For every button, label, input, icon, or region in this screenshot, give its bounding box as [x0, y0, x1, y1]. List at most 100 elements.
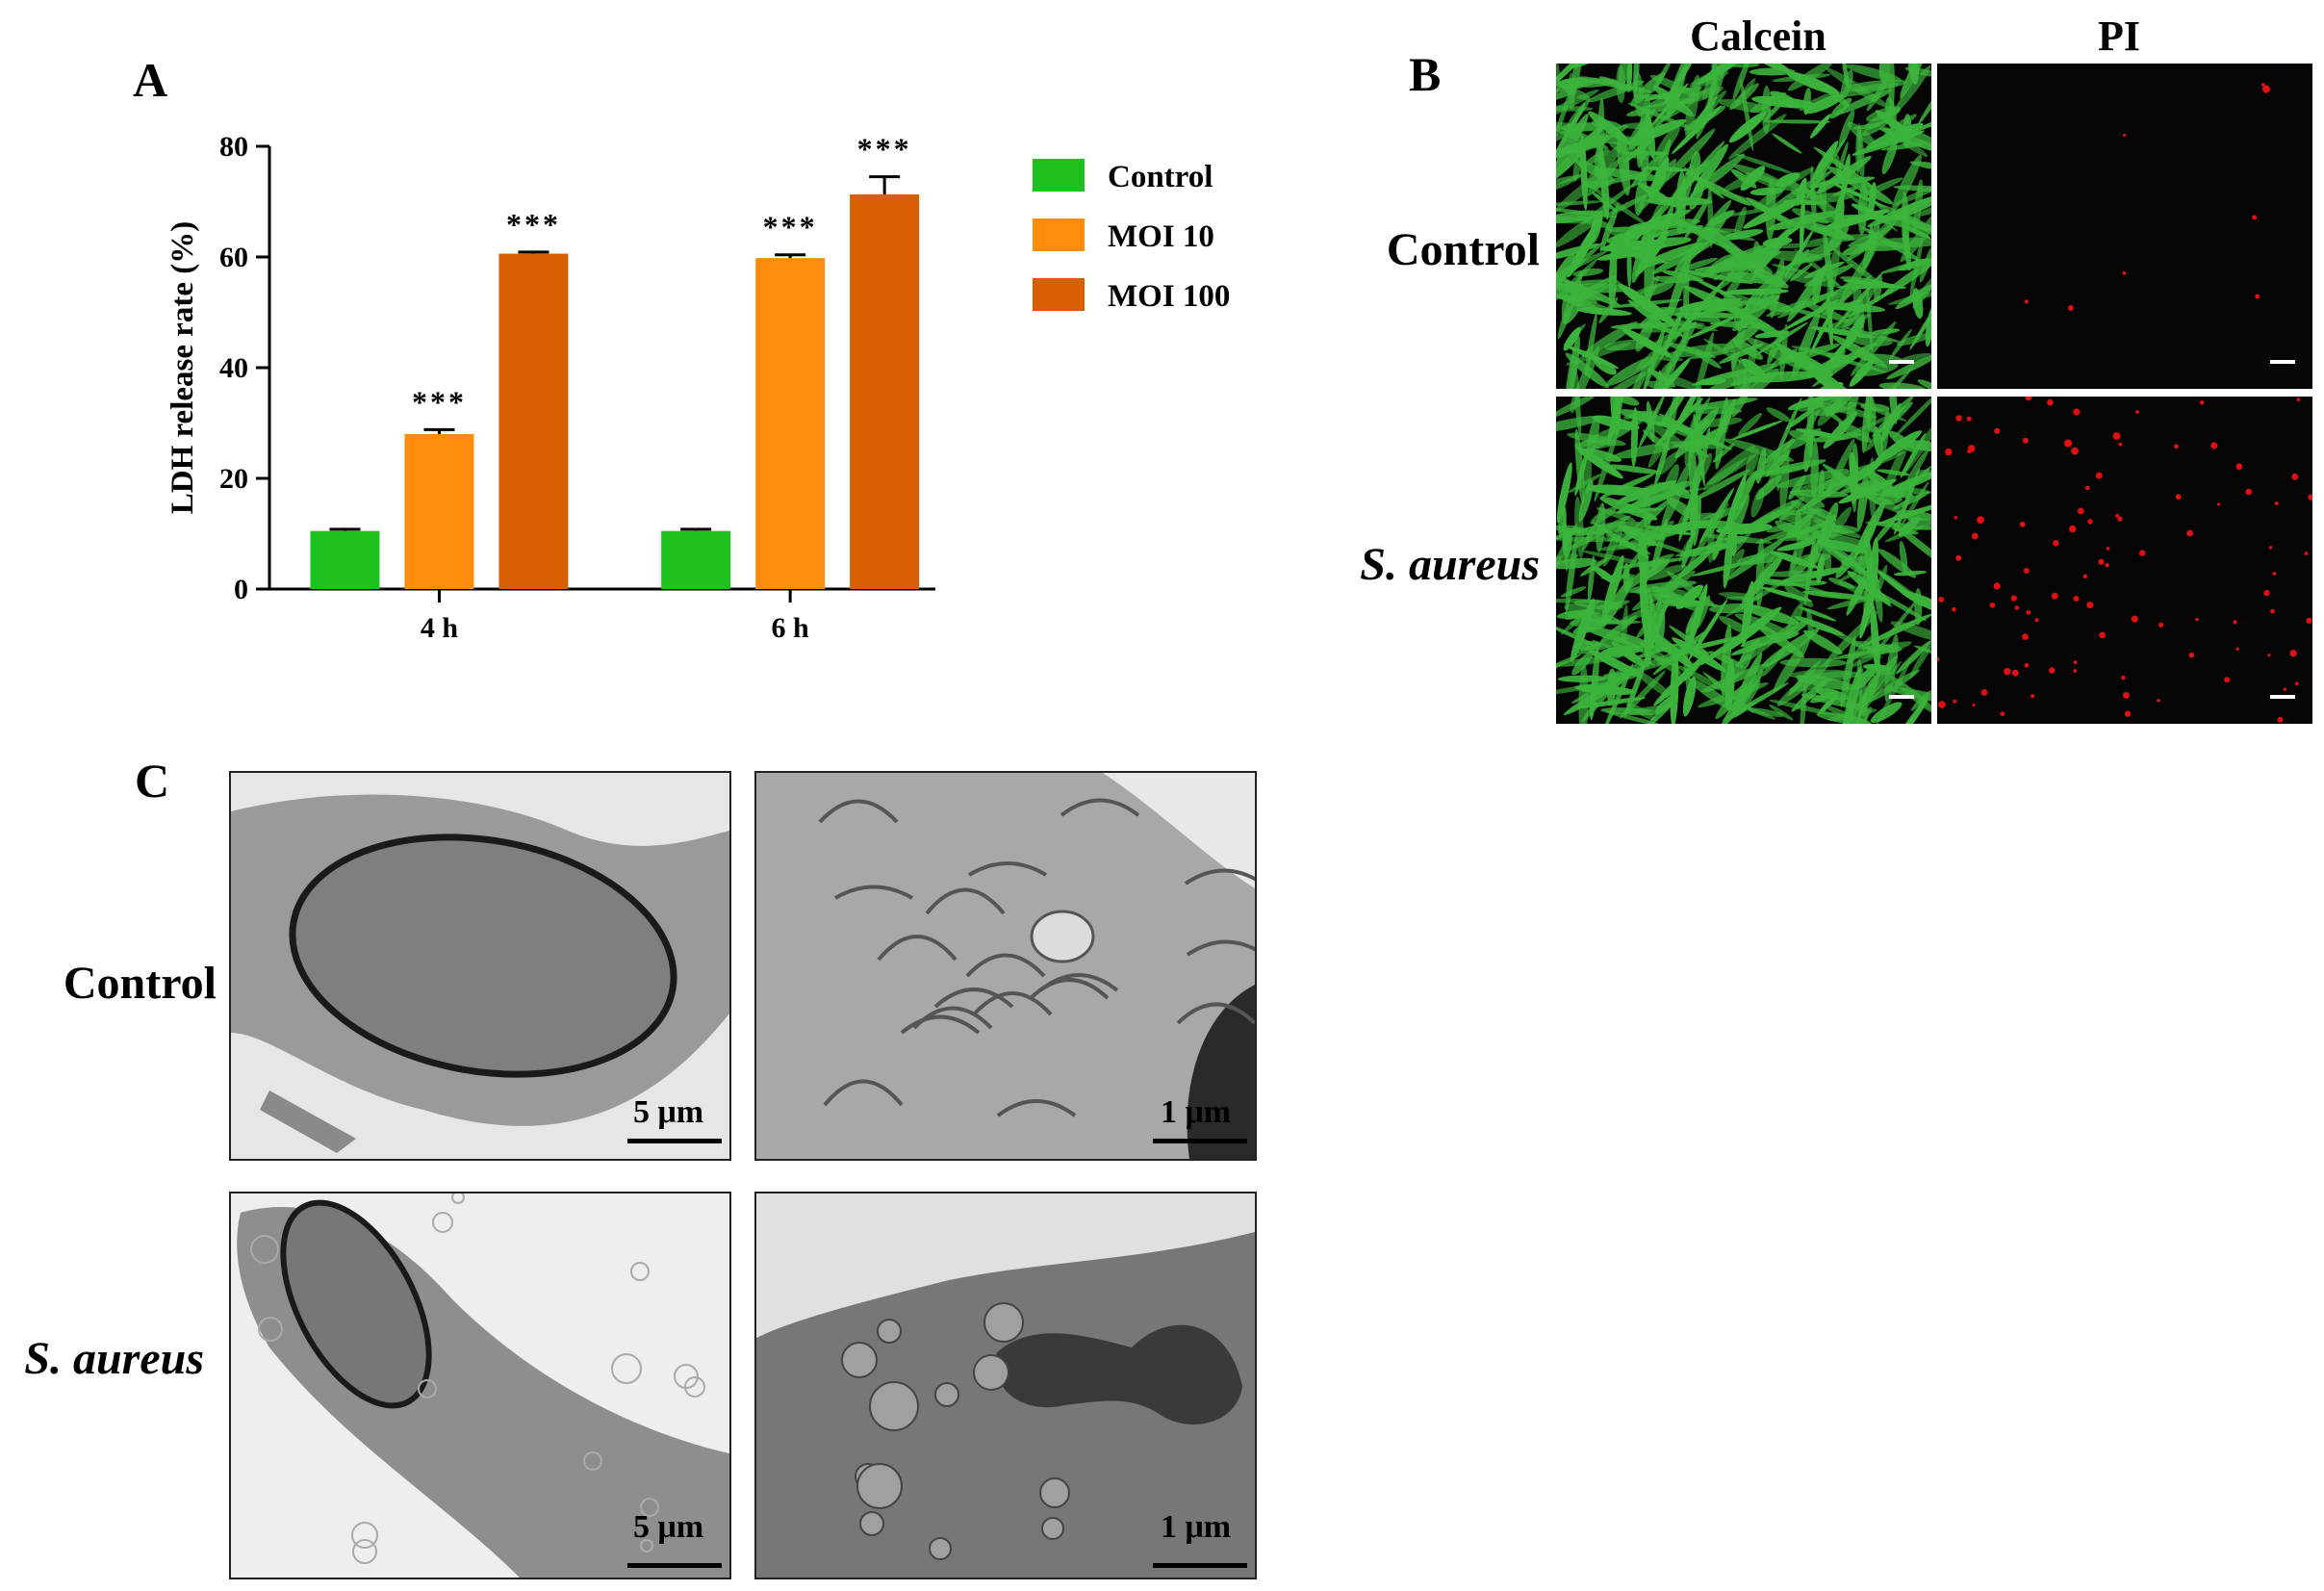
- bar: [850, 194, 920, 589]
- x-tick-label: 6 h: [772, 612, 810, 644]
- micro-scalebar: [1889, 360, 1914, 364]
- cell-shape: [1556, 283, 1593, 297]
- pi-dot: [2224, 677, 2231, 683]
- cell-shape: [1684, 286, 1753, 320]
- cell-shape: [1585, 149, 1610, 166]
- pi-dot: [1955, 415, 1962, 422]
- cell-shape: [1754, 64, 1791, 73]
- cell-shape: [1804, 192, 1855, 204]
- er-membrane: [823, 1079, 904, 1107]
- y-tick-label: 40: [219, 352, 248, 384]
- row-label-s-aureus-c: S. aureus: [24, 1333, 204, 1384]
- cell-shape: [1892, 65, 1931, 115]
- cell-shape: [1695, 595, 1711, 629]
- cell-shape: [1878, 401, 1913, 433]
- pi-dot: [2069, 525, 2077, 533]
- cell-shape: [1563, 677, 1628, 715]
- cell-shape: [1688, 678, 1737, 712]
- pi-dot: [2252, 215, 2258, 220]
- cell-shape: [1788, 307, 1829, 320]
- cell-shape: [1651, 239, 1718, 274]
- pi-dot: [2186, 529, 2193, 537]
- cell-shape: [1742, 556, 1783, 604]
- cell-shape: [1643, 429, 1671, 451]
- cell-shape: [1578, 479, 1594, 523]
- pi-dot: [2263, 589, 2270, 597]
- cell-shape: [1849, 451, 1859, 486]
- cell-shape: [1771, 170, 1833, 209]
- vesicle: [432, 1212, 453, 1233]
- nucleus: [280, 1199, 432, 1409]
- pi-dot: [2023, 568, 2030, 574]
- vacuole: [869, 1381, 919, 1431]
- cell-shape: [1876, 564, 1888, 595]
- pi-dot: [2158, 622, 2164, 628]
- cell-shape: [1769, 705, 1794, 721]
- y-tick-label: 60: [219, 242, 248, 273]
- pi-dot: [1971, 532, 1979, 540]
- er-membrane: [1176, 1002, 1255, 1025]
- cell-shape: [1750, 229, 1790, 281]
- cell-shape: [1857, 541, 1867, 592]
- cell-shape: [1616, 65, 1625, 104]
- cell-shape: [1629, 360, 1650, 389]
- cell-shape: [1556, 654, 1582, 677]
- cell-shape: [1556, 215, 1591, 224]
- pi-dot: [2296, 398, 2301, 401]
- cell-shape: [1777, 343, 1840, 365]
- cell-shape: [1636, 487, 1707, 501]
- cell-shape: [1842, 64, 1850, 89]
- cell-shape: [1583, 626, 1657, 649]
- cell-shape: [1683, 268, 1690, 321]
- cell-shape: [1646, 114, 1656, 160]
- cell-shape: [1732, 338, 1763, 360]
- cell-shape: [1585, 312, 1597, 377]
- cell-shape: [1834, 326, 1858, 359]
- pi-dot: [1993, 582, 2001, 590]
- cell-shape: [1870, 702, 1903, 723]
- cell-shape: [1772, 133, 1802, 154]
- er-membrane: [925, 887, 1006, 915]
- legend-label: MOI 100: [1108, 279, 1230, 314]
- cell-shape: [1834, 152, 1843, 185]
- cell-shape: [1816, 553, 1825, 584]
- nucleus: [995, 1324, 1242, 1424]
- scalebar-label-1: 5 μm: [633, 1094, 704, 1130]
- vesicle: [611, 1353, 642, 1384]
- er-membrane: [1186, 939, 1255, 957]
- pi-dot: [2073, 596, 2080, 602]
- cell-shape: [1917, 204, 1931, 217]
- cell-shape: [1737, 412, 1763, 436]
- cell-shape: [1746, 197, 1795, 227]
- vacuole: [1041, 1517, 1064, 1540]
- pi-dot: [1980, 689, 1988, 696]
- cell-shape: [1563, 323, 1586, 346]
- scalebar-3: [627, 1563, 722, 1568]
- cell-shape: [1604, 372, 1647, 389]
- cell-shape: [1809, 114, 1831, 139]
- pi-dot: [2157, 699, 2160, 703]
- cell-shape: [1811, 432, 1862, 443]
- cell-shape: [1837, 580, 1881, 603]
- pi-dot: [2010, 595, 2017, 602]
- cell-shape: [1581, 182, 1636, 225]
- tem-s-aureus-high-mag: 1 μm: [754, 1192, 1257, 1579]
- er-membrane: [818, 799, 899, 824]
- pi-dot: [2071, 447, 2079, 455]
- pi-dot: [2135, 410, 2139, 414]
- cell-shape: [1886, 686, 1931, 704]
- cell-shape: [1786, 71, 1840, 95]
- significance-label: ***: [763, 210, 818, 244]
- er-membrane: [877, 935, 958, 962]
- pi-dot: [2073, 669, 2078, 673]
- cell-shape: [1826, 241, 1841, 299]
- cell-shape: [1803, 629, 1843, 654]
- pi-dot: [2086, 602, 2094, 609]
- pi-dot: [2122, 270, 2127, 275]
- cell-shape: [1778, 496, 1805, 522]
- cell-shape: [1696, 64, 1750, 86]
- cell-shape: [1600, 474, 1654, 498]
- cell-shape: [1581, 321, 1638, 358]
- cell-shape: [1739, 638, 1760, 664]
- cell-shape: [1620, 670, 1666, 719]
